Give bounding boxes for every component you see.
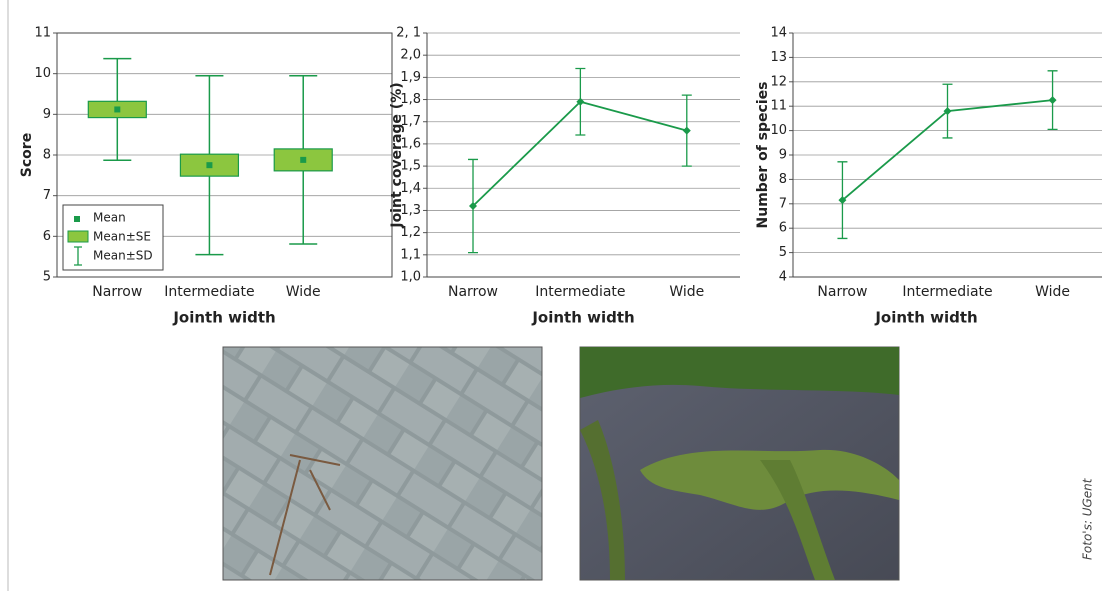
mean-marker xyxy=(206,162,213,169)
legend-sd-icon xyxy=(74,246,82,266)
legend-label: Mean xyxy=(93,211,126,225)
x-tick-label: Intermediate xyxy=(535,284,625,300)
y-tick-label: 5 xyxy=(43,270,51,285)
x-axis-title: Jointh width xyxy=(874,309,977,327)
y-tick-label: 11 xyxy=(770,99,787,114)
photo-right xyxy=(579,346,900,581)
y-axis-title: Score xyxy=(19,133,35,177)
y-tick-label: 2, 1 xyxy=(396,26,421,41)
y-tick-label: 1,2 xyxy=(400,225,421,240)
x-tick-label: Intermediate xyxy=(902,284,992,300)
point xyxy=(682,126,691,135)
y-tick-label: 1,6 xyxy=(400,136,421,151)
photo-left xyxy=(222,346,543,581)
y-tick-label: 4 xyxy=(779,270,787,285)
y-tick-label: 8 xyxy=(779,172,787,187)
y-tick-label: 10 xyxy=(770,123,787,138)
x-tick-label: Narrow xyxy=(92,284,142,300)
y-tick-label: 5 xyxy=(779,245,787,260)
y-tick-label: 7 xyxy=(43,188,51,203)
x-tick-label: Intermediate xyxy=(164,284,254,300)
x-tick-label: Wide xyxy=(669,284,704,300)
x-tick-label: Wide xyxy=(1035,284,1070,300)
y-tick-label: 1,7 xyxy=(400,114,421,129)
y-tick-label: 1,0 xyxy=(400,270,421,285)
y-tick-label: 6 xyxy=(43,229,51,244)
legend-mean-icon xyxy=(74,216,80,222)
legend-se-icon xyxy=(67,230,89,243)
y-tick-label: 1,1 xyxy=(400,247,421,262)
point xyxy=(838,196,847,205)
x-axis-title: Jointh width xyxy=(531,309,634,327)
box-group xyxy=(87,57,147,162)
legend-label: Mean±SD xyxy=(93,249,153,263)
photo-credit: Foto's: UGent xyxy=(1081,477,1095,560)
box-group xyxy=(273,74,333,245)
y-tick-label: 12 xyxy=(770,74,787,89)
y-tick-label: 1,4 xyxy=(400,181,421,196)
y-tick-label: 1,5 xyxy=(400,159,421,174)
y-tick-label: 1,9 xyxy=(400,70,421,85)
point xyxy=(576,97,585,106)
x-tick-label: Narrow xyxy=(448,284,498,300)
mean-marker xyxy=(300,156,307,163)
point xyxy=(469,202,478,211)
x-tick-label: Wide xyxy=(286,284,321,300)
x-tick-label: Narrow xyxy=(817,284,867,300)
y-tick-label: 9 xyxy=(43,107,51,122)
y-tick-label: 6 xyxy=(779,221,787,236)
plot-frame xyxy=(56,32,393,278)
x-axis-title: Jointh width xyxy=(172,309,275,327)
y-tick-label: 1,8 xyxy=(400,92,421,107)
y-tick-label: 1,3 xyxy=(400,203,421,218)
y-tick-label: 2,0 xyxy=(400,48,421,63)
y-tick-label: 9 xyxy=(779,148,787,163)
mean-marker xyxy=(114,106,121,113)
y-tick-label: 14 xyxy=(770,26,787,41)
y-axis-title: Number of species xyxy=(755,82,771,229)
legend-label: Mean±SE xyxy=(93,230,151,244)
y-tick-label: 7 xyxy=(779,196,787,211)
y-tick-label: 13 xyxy=(770,50,787,65)
point xyxy=(943,107,952,116)
y-tick-label: 11 xyxy=(34,26,51,41)
point xyxy=(1048,96,1057,105)
y-tick-label: 8 xyxy=(43,148,51,163)
box-group xyxy=(179,74,240,256)
y-tick-label: 10 xyxy=(34,66,51,81)
y-axis-title: Joint coverage (%) xyxy=(389,82,405,228)
